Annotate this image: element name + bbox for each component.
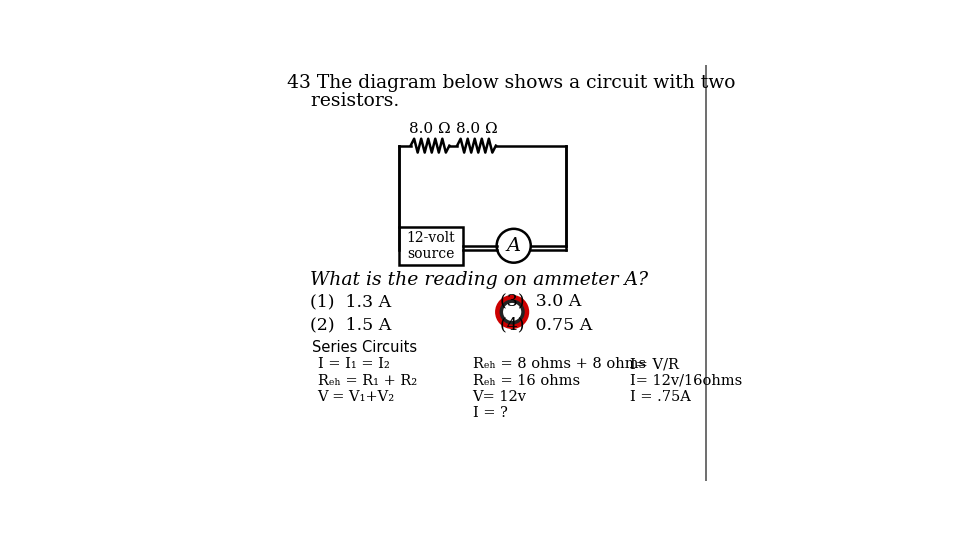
Text: I = .75A: I = .75A [630, 390, 691, 404]
Text: A: A [507, 237, 520, 255]
Text: I= V/R: I= V/R [630, 357, 679, 372]
Text: V = V₁+V₂: V = V₁+V₂ [318, 390, 395, 404]
Text: resistors.: resistors. [287, 92, 398, 110]
Text: (1)  1.3 A: (1) 1.3 A [310, 294, 391, 310]
Text: (4)  0.75 A: (4) 0.75 A [500, 316, 592, 334]
Text: I= 12v/16ohms: I= 12v/16ohms [630, 374, 742, 388]
Text: I = I₁ = I₂: I = I₁ = I₂ [318, 357, 390, 372]
Text: (3)  3.0 A: (3) 3.0 A [500, 294, 581, 310]
Text: Rₑₕ = 8 ohms + 8 ohms: Rₑₕ = 8 ohms + 8 ohms [472, 357, 646, 372]
Text: (2)  1.5 A: (2) 1.5 A [310, 316, 391, 334]
Text: 12-volt
source: 12-volt source [406, 231, 455, 261]
Text: 8.0 Ω: 8.0 Ω [409, 123, 451, 137]
Circle shape [496, 229, 531, 262]
Text: Rₑₕ = 16 ohms: Rₑₕ = 16 ohms [472, 374, 580, 388]
Text: 8.0 Ω: 8.0 Ω [456, 123, 497, 137]
Text: Series Circuits: Series Circuits [312, 340, 418, 355]
FancyBboxPatch shape [399, 226, 463, 265]
Text: What is the reading on ammeter A?: What is the reading on ammeter A? [310, 271, 648, 289]
Text: I = ?: I = ? [472, 406, 508, 420]
Text: V= 12v: V= 12v [472, 390, 527, 404]
Text: 43 The diagram below shows a circuit with two: 43 The diagram below shows a circuit wit… [287, 74, 735, 92]
Text: Rₑₕ = R₁ + R₂: Rₑₕ = R₁ + R₂ [318, 374, 417, 388]
